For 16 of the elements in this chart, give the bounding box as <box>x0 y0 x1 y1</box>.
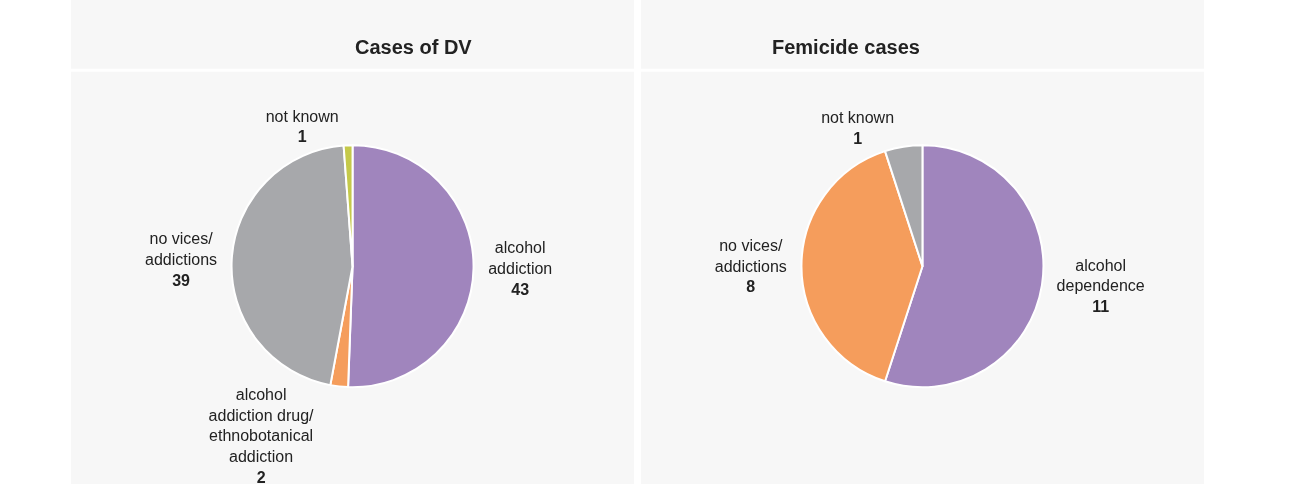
slice-label: no vices/addictions <box>145 230 218 268</box>
slice-label: alcohol addiction drug/ethnobotanical addiction <box>208 385 315 466</box>
chart-title: Femicide cases <box>772 36 920 58</box>
data-label: 1 <box>297 128 307 146</box>
data-label: 39 <box>172 271 191 289</box>
data-label: 8 <box>746 278 756 296</box>
slice-label: not known <box>265 107 339 125</box>
data-label: 11 <box>1092 298 1110 316</box>
slice-label: not known <box>821 109 895 127</box>
data-label: 43 <box>511 280 530 298</box>
data-label: 1 <box>853 130 863 148</box>
data-label: 2 <box>256 469 266 487</box>
slice-label: alcohol addiction <box>488 239 553 277</box>
slice-label: no vices/addictions <box>714 236 787 275</box>
chart-title: Cases of DV <box>355 36 473 58</box>
slice-label: alcohol dependence <box>1056 256 1145 295</box>
